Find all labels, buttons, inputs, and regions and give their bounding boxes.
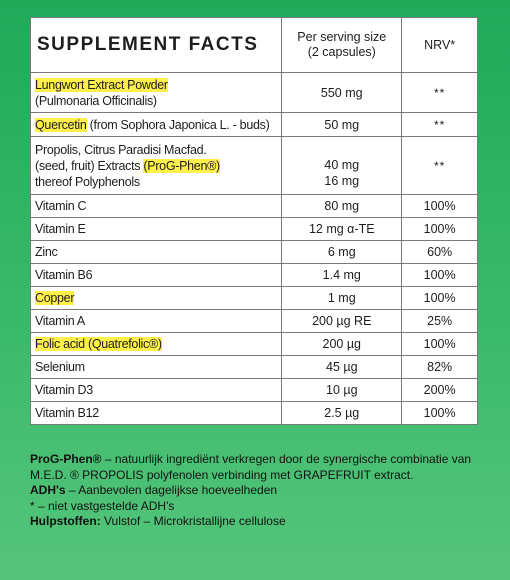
ingredient-nrv: 100% (401, 401, 478, 425)
table-row: Folic acid (Quatrefolic®) 200 µg 100% (29, 332, 478, 356)
ingredient-name: Copper (29, 286, 283, 310)
ingredient-amount-line2: 16 mg (324, 173, 360, 188)
ingredient-nrv: ** (401, 72, 478, 113)
ingredient-name: Selenium (29, 355, 283, 379)
ingredient-amount: 80 mg (281, 194, 403, 218)
ingredient-nrv: ** (401, 112, 478, 137)
table-header-row: SUPPLEMENT FACTS Per serving size (2 cap… (29, 17, 478, 73)
footer-notes: ProG-Phen® – natuurlijk ingrediënt verkr… (30, 452, 485, 530)
footnote-progphen-text: – natuurlijk ingrediënt verkregen door d… (30, 452, 472, 482)
footnote-hulpstoffen: Hulpstoffen: Vulstof – Microkristallijne… (30, 514, 485, 530)
footnote-star: * – niet vastgestelde ADH's (30, 498, 175, 513)
ingredient-nrv: 100% (401, 194, 478, 218)
ingredient-nrv: 60% (401, 240, 478, 264)
ingredient-name: Vitamin C (29, 194, 283, 218)
ingredient-name-line1: Propolis, Citrus Paradisi Macfad. (35, 142, 207, 157)
ingredient-name-line3: thereof Polyphenols (35, 174, 140, 189)
table-row: Zinc 6 mg 60% (29, 240, 478, 264)
table-row: Vitamin E 12 mg α-TE 100% (29, 217, 478, 241)
supplement-facts-table: SUPPLEMENT FACTS Per serving size (2 cap… (29, 17, 478, 425)
table-row: Vitamin D3 10 µg 200% (29, 378, 478, 402)
ingredient-amount: 200 µg (281, 332, 403, 356)
footnote-adh-label: ADH's (30, 483, 66, 497)
ingredient-amount: 12 mg α-TE (281, 217, 403, 241)
ingredient-source: (from Sophora Japonica L. - buds) (86, 117, 270, 132)
footnote-progphen-label: ProG-Phen® (30, 452, 102, 466)
ingredient-name: Vitamin A (29, 309, 283, 333)
ingredient-name: Lungwort Extract Powder (Pulmonaria Offi… (29, 72, 283, 113)
ingredient-amount: 10 µg (281, 378, 403, 402)
ingredient-nrv: 25% (401, 309, 478, 333)
amount-header: Per serving size (2 capsules) (281, 17, 403, 73)
table-row: Quercetin (from Sophora Japonica L. - bu… (29, 112, 478, 137)
table-row: Selenium 45 µg 82% (29, 355, 478, 379)
ingredient-nrv: 100% (401, 217, 478, 241)
supplement-facts-panel: SUPPLEMENT FACTS Per serving size (2 cap… (29, 17, 478, 425)
table-row: Vitamin A 200 µg RE 25% (29, 309, 478, 333)
ingredient-name: Propolis, Citrus Paradisi Macfad. (seed,… (29, 136, 283, 195)
highlighted-ingredient: Copper (35, 291, 75, 305)
ingredient-amount: 550 mg (281, 72, 403, 113)
ingredient-subname: (Pulmonaria Officinalis) (35, 93, 157, 108)
ingredient-name-line2: (seed, fruit) Extracts (35, 158, 144, 173)
amount-header-line2: (2 capsules) (307, 45, 376, 59)
ingredient-amount-line1: 40 mg (324, 157, 360, 172)
ingredient-amount: 2.5 µg (281, 401, 403, 425)
ingredient-amount: 40 mg 16 mg (281, 136, 403, 195)
ingredient-amount: 1.4 mg (281, 263, 403, 287)
ingredient-nrv: 82% (401, 355, 478, 379)
ingredient-nrv: 100% (401, 286, 478, 310)
footnote-progphen: ProG-Phen® – natuurlijk ingrediënt verkr… (30, 452, 485, 483)
ingredient-nrv: 200% (401, 378, 478, 402)
ingredient-amount: 45 µg (281, 355, 403, 379)
ingredient-name: Vitamin B6 (29, 263, 283, 287)
table-title: SUPPLEMENT FACTS (29, 17, 283, 73)
table-row: Copper 1 mg 100% (29, 286, 478, 310)
ingredient-amount: 200 µg RE (281, 309, 403, 333)
ingredient-nrv: 100% (401, 332, 478, 356)
table-row: Lungwort Extract Powder (Pulmonaria Offi… (29, 72, 478, 113)
ingredient-nrv: ** (401, 136, 478, 195)
footnote-adh: ADH's – Aanbevolen dagelijkse hoeveelhed… (30, 483, 485, 499)
ingredient-name: Vitamin E (29, 217, 283, 241)
amount-header-line1: Per serving size (297, 30, 387, 44)
footnote-hulpstoffen-text: Vulstof – Microkristallijne cellulose (100, 514, 286, 528)
ingredient-name: Zinc (29, 240, 283, 264)
ingredient-nrv: 100% (401, 263, 478, 287)
table-row: Vitamin B12 2.5 µg 100% (29, 401, 478, 425)
ingredient-name: Folic acid (Quatrefolic®) (29, 332, 283, 356)
table-row: Vitamin C 80 mg 100% (29, 194, 478, 218)
ingredient-name: Vitamin D3 (29, 378, 283, 402)
nrv-header: NRV* (401, 17, 478, 73)
ingredient-amount: 1 mg (281, 286, 403, 310)
footnote-hulpstoffen-label: Hulpstoffen: (30, 514, 101, 528)
highlighted-ingredient: (ProG-Phen®) (143, 158, 220, 173)
highlighted-ingredient: Lungwort Extract Powder (35, 77, 168, 92)
highlighted-ingredient: Quercetin (35, 117, 87, 132)
table-row: Propolis, Citrus Paradisi Macfad. (seed,… (29, 136, 478, 195)
table-row: Vitamin B6 1.4 mg 100% (29, 263, 478, 287)
highlighted-ingredient: Folic acid (Quatrefolic®) (35, 337, 162, 351)
ingredient-name: Vitamin B12 (29, 401, 283, 425)
ingredient-name: Quercetin (from Sophora Japonica L. - bu… (29, 112, 283, 137)
ingredient-amount: 6 mg (281, 240, 403, 264)
ingredient-amount: 50 mg (281, 112, 403, 137)
footnote-adh-text: – Aanbevolen dagelijkse hoeveelheden (65, 483, 278, 497)
